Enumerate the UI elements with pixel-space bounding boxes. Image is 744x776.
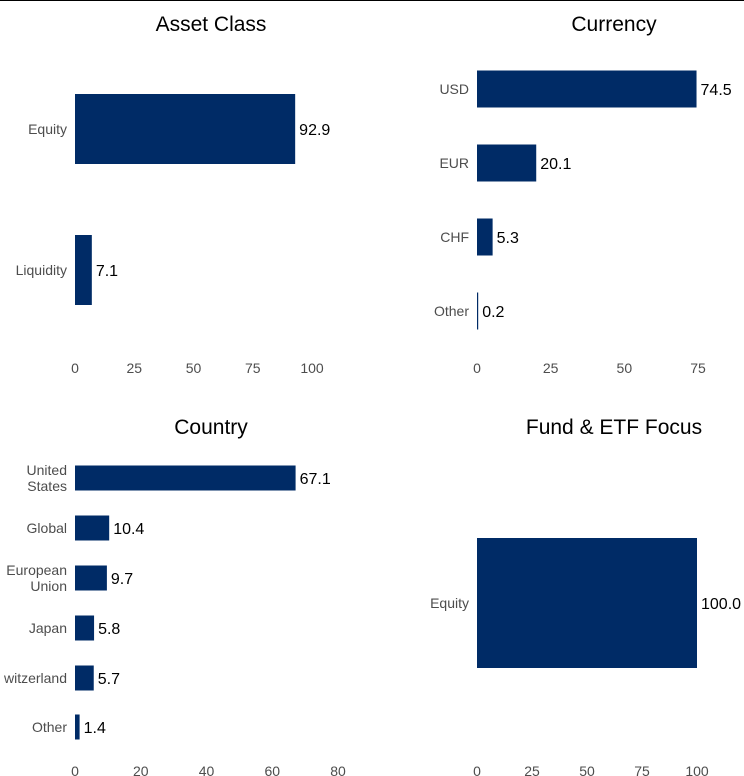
bar: [477, 218, 493, 256]
top-border-line: [0, 0, 744, 1]
category-label: Liquidity: [16, 262, 67, 278]
category-label: EUR: [439, 155, 469, 171]
bar: [75, 665, 94, 691]
x-tick-label: 75: [245, 360, 261, 376]
category-label: CHF: [440, 229, 469, 245]
category-label: United States: [27, 462, 67, 494]
category-label-line: States: [27, 478, 67, 494]
value-label: 5.8: [98, 621, 120, 638]
bar: [75, 615, 95, 641]
value-label: 9.7: [111, 571, 133, 588]
value-label: 5.3: [497, 230, 519, 247]
bar: [75, 515, 110, 541]
category-label-line: EUR: [439, 155, 469, 171]
x-tick-label: 75: [690, 360, 706, 376]
bar: [75, 235, 92, 305]
x-tick-label: 100: [685, 763, 709, 776]
x-tick-label: 0: [473, 763, 481, 776]
x-tick-label: 80: [330, 763, 346, 776]
x-tick-label: 25: [126, 360, 142, 376]
category-label: Other: [434, 303, 469, 319]
category-label-line: Other: [32, 719, 67, 735]
category-label-line: Liquidity: [16, 262, 67, 278]
category-label-line: United: [27, 462, 67, 478]
value-label: 92.9: [299, 122, 330, 139]
bar: [75, 465, 296, 491]
x-tick-label: 20: [133, 763, 149, 776]
category-label: Equity: [28, 121, 67, 137]
bar: [477, 70, 697, 108]
category-label-line: CHF: [440, 229, 469, 245]
bar: [75, 94, 296, 164]
category-label: Global: [27, 520, 67, 536]
category-label-line: USD: [439, 81, 469, 97]
bar: [477, 292, 479, 330]
category-label-line: Equity: [28, 121, 67, 137]
chart-title: Asset Class: [156, 13, 267, 36]
x-tick-label: 25: [543, 360, 559, 376]
value-label: 20.1: [540, 156, 571, 173]
category-label: Japan: [29, 620, 67, 636]
value-label: 10.4: [113, 521, 144, 538]
chart-title: Fund & ETF Focus: [526, 416, 702, 439]
category-label-line: Union: [30, 578, 67, 594]
bar: [477, 538, 697, 668]
value-label: 100.0: [701, 596, 741, 613]
category-label-line: Other: [434, 303, 469, 319]
x-tick-label: 75: [634, 763, 650, 776]
x-tick-label: 0: [71, 763, 79, 776]
category-label-line: Equity: [430, 595, 469, 611]
x-tick-label: 0: [71, 360, 79, 376]
x-tick-label: 0: [473, 360, 481, 376]
value-label: 7.1: [96, 263, 118, 280]
bar: [75, 714, 80, 740]
category-label-line: European: [6, 562, 67, 578]
x-tick-label: 60: [264, 763, 280, 776]
value-label: 1.4: [84, 720, 106, 737]
category-label: European Union: [6, 562, 67, 594]
category-label: Equity: [430, 595, 469, 611]
category-label: witzerland: [3, 670, 67, 686]
value-label: 74.5: [701, 82, 732, 99]
value-label: 0.2: [482, 304, 504, 321]
x-tick-label: 40: [199, 763, 215, 776]
x-tick-label: 50: [579, 763, 595, 776]
x-tick-label: 50: [186, 360, 202, 376]
value-label: 67.1: [300, 471, 331, 488]
chart-title: Currency: [571, 13, 657, 36]
category-label: USD: [439, 81, 469, 97]
category-label: Other: [32, 719, 67, 735]
x-tick-label: 100: [300, 360, 324, 376]
bar: [75, 565, 107, 591]
chart-title: Country: [174, 416, 248, 439]
category-label-line: witzerland: [3, 670, 67, 686]
category-label-line: Japan: [29, 620, 67, 636]
category-label-line: Global: [27, 520, 67, 536]
bar: [477, 144, 537, 182]
value-label: 5.7: [98, 671, 120, 688]
x-tick-label: 25: [524, 763, 540, 776]
x-tick-label: 50: [617, 360, 633, 376]
